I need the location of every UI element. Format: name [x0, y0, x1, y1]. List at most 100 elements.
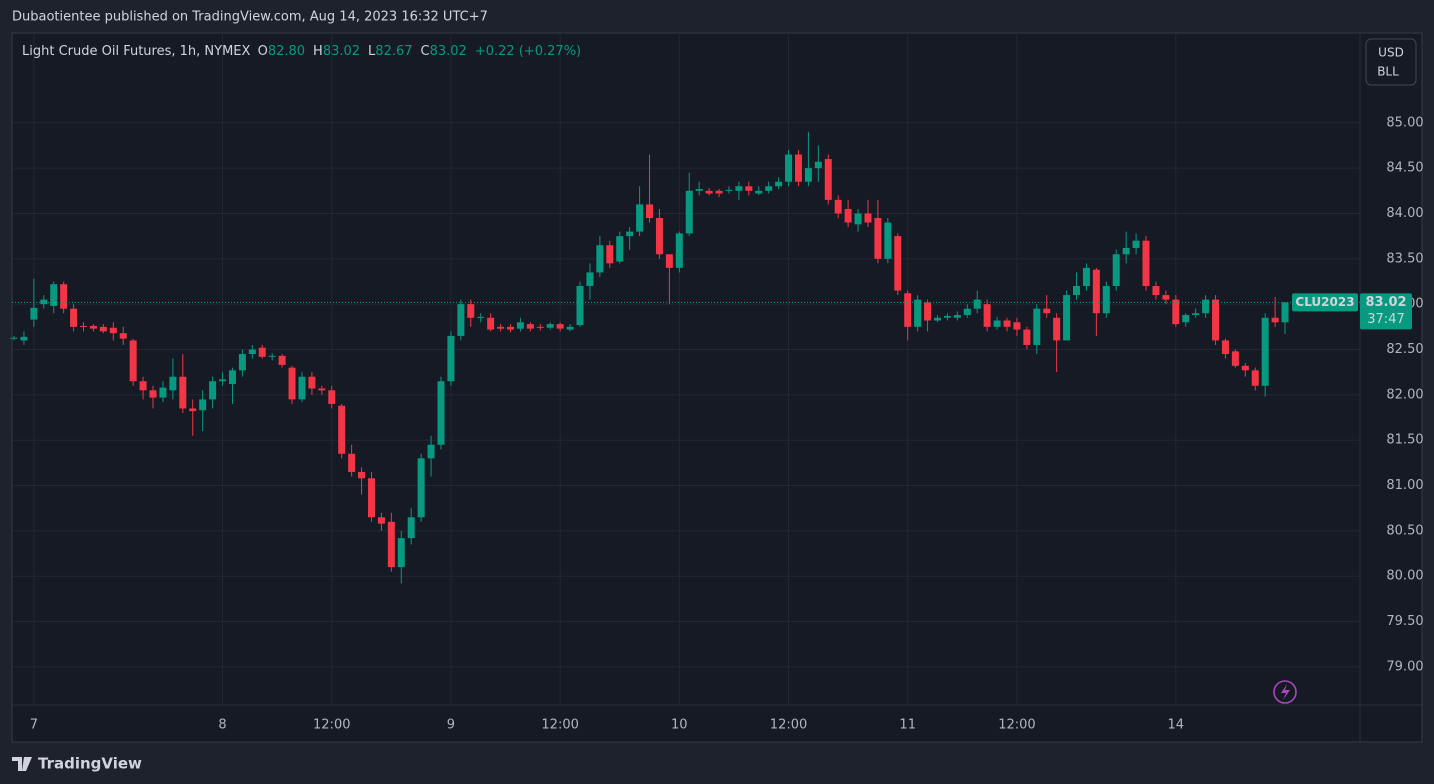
candle-body	[814, 161, 822, 169]
candle-body	[1092, 269, 1100, 314]
candle-body	[655, 218, 663, 255]
candle-body	[60, 284, 68, 309]
candle-body	[189, 408, 197, 412]
candle-body	[963, 308, 971, 316]
candle-body	[586, 272, 594, 287]
legend-key: L	[368, 44, 376, 59]
candle-body	[1102, 286, 1110, 314]
candle-body	[89, 325, 97, 329]
candle-body	[864, 213, 872, 223]
candle-body	[1251, 370, 1259, 386]
x-tick-label: 12:00	[313, 718, 350, 733]
candle-body	[417, 458, 425, 518]
candle-body	[377, 517, 385, 524]
symbol-tag	[1292, 293, 1358, 312]
candle-body	[179, 376, 187, 409]
unit[interactable]: BLL	[1377, 65, 1399, 79]
candle-body	[407, 517, 415, 539]
candle-body	[1152, 286, 1160, 296]
candle-body	[973, 299, 981, 309]
candle-body	[576, 286, 584, 326]
brand-logo	[12, 757, 32, 771]
candle-body	[526, 324, 534, 329]
candle-body	[328, 390, 336, 404]
candle-body	[387, 521, 395, 568]
candle-body	[844, 208, 852, 223]
brand: TradingView	[38, 755, 142, 773]
candle-body	[129, 340, 137, 382]
candle-body	[367, 478, 375, 518]
candle-body	[725, 189, 733, 191]
candle-body	[1271, 317, 1279, 323]
candle-body	[775, 181, 783, 187]
candle-body	[109, 327, 117, 334]
candle-body	[397, 538, 405, 568]
candle-body	[99, 326, 107, 332]
candle-body	[447, 335, 455, 382]
candle-body	[904, 293, 912, 327]
candle-body	[50, 284, 58, 306]
currency[interactable]: USD	[1378, 46, 1404, 60]
legend-change: +0.22 (+0.27%)	[475, 44, 581, 59]
candle-body	[278, 355, 286, 365]
candle-body	[804, 168, 812, 182]
candle-body	[606, 245, 614, 264]
candle-body	[1172, 299, 1180, 325]
candle-body	[735, 186, 743, 191]
x-tick-label: 7	[30, 718, 38, 733]
candle-body	[1073, 286, 1081, 296]
candle-body	[566, 326, 574, 330]
candle-body	[1063, 295, 1071, 341]
candle-body	[675, 233, 683, 268]
legend-value: 82.67	[375, 44, 412, 59]
x-tick-label: 11	[899, 718, 916, 733]
candle-body	[1261, 317, 1269, 386]
candle-body	[914, 299, 922, 327]
candle-body	[1053, 317, 1061, 341]
plot-area	[10, 33, 1360, 705]
candle-body	[685, 190, 693, 234]
candle-body	[308, 376, 316, 389]
candle-body	[219, 379, 227, 382]
y-tick-label: 80.00	[1386, 569, 1423, 584]
y-tick-label: 85.00	[1386, 115, 1423, 130]
candle-body	[149, 390, 157, 398]
y-tick-label: 79.50	[1386, 614, 1423, 629]
candle-body	[427, 444, 435, 459]
x-tick-label: 9	[447, 718, 455, 733]
candle-body	[1043, 308, 1051, 314]
candle-body	[1192, 313, 1200, 316]
symbol-title: Light Crude Oil Futures, 1h, NYMEX	[22, 44, 251, 59]
y-tick-label: 82.50	[1386, 342, 1423, 357]
candle-body	[884, 222, 892, 259]
candle-body	[70, 308, 78, 327]
candle-body	[437, 381, 445, 445]
candle-body	[258, 347, 266, 357]
candle-body	[1202, 299, 1210, 314]
candle-body	[596, 245, 604, 273]
candle-body	[933, 317, 941, 321]
candle-body	[338, 405, 346, 454]
candle-body	[228, 370, 236, 384]
candle-body	[238, 354, 246, 371]
candle-body	[1023, 329, 1031, 345]
candle-body	[705, 190, 713, 194]
candle-body	[298, 376, 306, 400]
candle-body	[715, 190, 723, 194]
y-tick-label: 79.00	[1386, 659, 1423, 674]
x-tick-label: 12:00	[770, 718, 807, 733]
candle-body	[536, 326, 544, 328]
candle-body	[834, 199, 842, 214]
candle-body	[1132, 240, 1140, 248]
candle-body	[943, 315, 951, 318]
x-tick-label: 12:00	[541, 718, 578, 733]
candle-body	[924, 302, 932, 321]
alert-icon[interactable]	[1273, 680, 1297, 704]
y-tick-label: 81.50	[1386, 433, 1423, 448]
x-tick-label: 12:00	[998, 718, 1035, 733]
currency-button[interactable]	[1365, 38, 1417, 86]
candle-body	[358, 471, 366, 479]
candle-body	[993, 320, 1001, 327]
candle-body	[556, 324, 564, 329]
